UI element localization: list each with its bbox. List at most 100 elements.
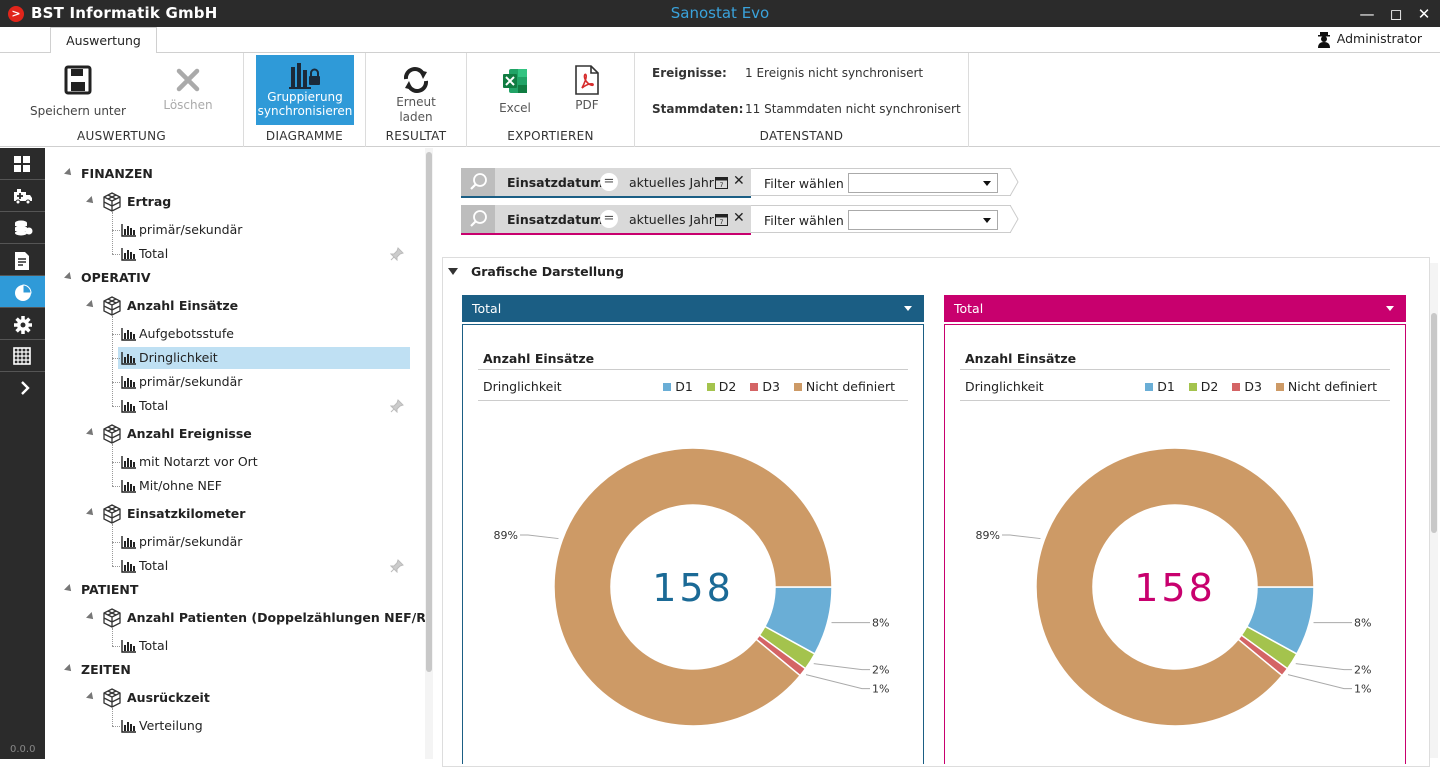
tree-item-km-total[interactable]: Total [139, 558, 169, 573]
chart-legend: D1 D2 D3 Nicht definiert [1135, 379, 1377, 394]
bar-chart-icon [121, 480, 136, 493]
pin-icon[interactable] [390, 247, 404, 261]
slice-label: 1% [872, 683, 889, 696]
user-name: Administrator [1336, 31, 1422, 46]
filter-value[interactable]: aktuelles Jahr [629, 212, 714, 227]
excel-export-button[interactable]: Excel [495, 56, 535, 118]
pdf-export-button[interactable]: PDF [567, 56, 607, 118]
filter-search-button[interactable] [461, 168, 495, 196]
reload-button[interactable]: Erneut laden [381, 56, 451, 128]
expand-ertrag-icon[interactable] [86, 196, 96, 206]
tree-item-einsatzkilometer[interactable]: Einsatzkilometer [127, 506, 246, 521]
cube-icon [103, 608, 121, 628]
collapse-panel-icon[interactable] [448, 268, 458, 275]
group-auswertung: Speichern unter Löschen AUSWERTUNG [0, 53, 244, 147]
expand-ausrueckzeit-icon[interactable] [86, 692, 96, 702]
legend-swatch [750, 383, 759, 391]
tree-item-anzahl-einsaetze[interactable]: Anzahl Einsätze [127, 298, 239, 313]
donut-chart: 8% 2% 1% 89% 158 [976, 447, 1371, 727]
filter-value[interactable]: aktuelles Jahr [629, 175, 714, 190]
tree-item-patienten-total[interactable]: Total [139, 638, 169, 653]
filter-chip[interactable]: Einsatzdatum = aktuelles Jahr 7 ✕ [461, 205, 751, 233]
donut-slice-nicht-definiert[interactable] [1035, 447, 1315, 727]
filter-search-button[interactable] [461, 205, 495, 233]
nav-settings[interactable] [0, 308, 45, 339]
app-logo-icon: > [8, 6, 24, 22]
expand-zeiten-icon[interactable] [64, 664, 74, 674]
nav-expand[interactable] [0, 372, 45, 403]
filter-remove-icon[interactable]: ✕ [733, 210, 745, 226]
chevron-down-icon[interactable] [904, 306, 912, 311]
tree-item-anzahl-patienten[interactable]: Anzahl Patienten (Doppelzählungen NEF/RT… [127, 610, 433, 625]
tree-scrollbar[interactable] [425, 148, 433, 759]
bar-chart-icon [121, 720, 136, 733]
tab-auswertung[interactable]: Auswertung [50, 27, 157, 54]
chart-header[interactable]: Total [944, 295, 1406, 322]
expand-operativ-icon[interactable] [64, 272, 74, 282]
content-scrollbar-thumb[interactable] [1431, 313, 1437, 533]
tree-scrollbar-thumb[interactable] [426, 152, 432, 672]
nav-dashboard[interactable] [0, 148, 45, 179]
pin-icon[interactable] [390, 559, 404, 573]
tree-item-km-primaer[interactable]: primär/sekundär [139, 534, 243, 549]
tree-section-patient[interactable]: PATIENT [81, 582, 139, 597]
expand-km-icon[interactable] [86, 508, 96, 518]
expand-finanzen-icon[interactable] [64, 168, 74, 178]
expand-patienten-icon[interactable] [86, 612, 96, 622]
tree-item-verteilung[interactable]: Verteilung [139, 718, 203, 733]
nav-finance[interactable] [0, 212, 45, 243]
tree-item-dringlichkeit[interactable]: Dringlichkeit [139, 350, 218, 365]
reload-label-line2: laden [399, 110, 433, 124]
expand-einsaetze-icon[interactable] [86, 300, 96, 310]
pin-icon[interactable] [390, 399, 404, 413]
sync-grouping-button[interactable]: Gruppierung synchronisieren [256, 55, 354, 125]
chevron-down-icon[interactable] [1386, 306, 1394, 311]
calendar-icon[interactable]: 7 [715, 213, 728, 226]
nav-ambulance[interactable] [0, 180, 45, 211]
tree-item-einsaetze-primaer[interactable]: primär/sekundär [139, 374, 243, 389]
filter-operator[interactable]: = [600, 210, 618, 228]
donut-center-total: 158 [652, 566, 734, 610]
bar-chart-icon [121, 328, 136, 341]
tree-section-finanzen[interactable]: FINANZEN [81, 166, 153, 181]
tree-item-ausrueckzeit[interactable]: Ausrückzeit [127, 690, 210, 705]
filter-remove-icon[interactable]: ✕ [733, 173, 745, 189]
pdf-icon [575, 65, 599, 95]
minimize-icon[interactable]: — [1359, 5, 1375, 23]
donut-slice-nicht-definiert[interactable] [553, 447, 833, 727]
legend-swatch [1188, 383, 1197, 391]
filter-choose-select[interactable] [848, 173, 998, 193]
leader-line [805, 674, 870, 690]
delete-button[interactable]: Löschen [155, 56, 221, 118]
maximize-icon[interactable]: ◻ [1389, 5, 1403, 23]
nav-statistics[interactable] [0, 276, 45, 307]
filter-choose-select[interactable] [848, 210, 998, 230]
expand-patient-icon[interactable] [64, 584, 74, 594]
expand-ereignisse-icon[interactable] [86, 428, 96, 438]
content-scrollbar[interactable] [1430, 263, 1438, 758]
filter-operator[interactable]: = [600, 173, 618, 191]
tree-item-ertrag-primaer[interactable]: primär/sekundär [139, 222, 243, 237]
legend-label: D1 [675, 379, 693, 394]
tree-item-einsaetze-total[interactable]: Total [139, 398, 169, 413]
tree-section-zeiten[interactable]: ZEITEN [81, 662, 131, 677]
slice-label: 8% [1354, 617, 1371, 630]
chart-header-label: Total [472, 301, 502, 316]
nav-documents[interactable] [0, 244, 45, 275]
tree-item-nef[interactable]: Mit/ohne NEF [139, 478, 222, 493]
group-diagramme: Gruppierung synchronisieren DIAGRAMME [244, 53, 366, 147]
tree-item-ertrag-total[interactable]: Total [139, 246, 169, 261]
tree-item-notarzt[interactable]: mit Notarzt vor Ort [139, 454, 258, 469]
nav-calendar[interactable] [0, 340, 45, 371]
tree-item-aufgebotsstufe[interactable]: Aufgebotsstufe [139, 326, 234, 341]
user-menu[interactable]: Administrator [1317, 31, 1422, 48]
close-icon[interactable]: ✕ [1417, 5, 1431, 23]
calendar-icon[interactable]: 7 [715, 176, 728, 189]
legend-label: Nicht definiert [1287, 379, 1377, 394]
save-as-button[interactable]: Speichern unter [22, 56, 134, 118]
tree-item-ertrag[interactable]: Ertrag [127, 194, 172, 209]
filter-chip[interactable]: Einsatzdatum = aktuelles Jahr 7 ✕ [461, 168, 751, 196]
chart-header[interactable]: Total [462, 295, 924, 322]
tree-section-operativ[interactable]: OPERATIV [81, 270, 151, 285]
tree-item-anzahl-ereignisse[interactable]: Anzahl Ereignisse [127, 426, 252, 441]
